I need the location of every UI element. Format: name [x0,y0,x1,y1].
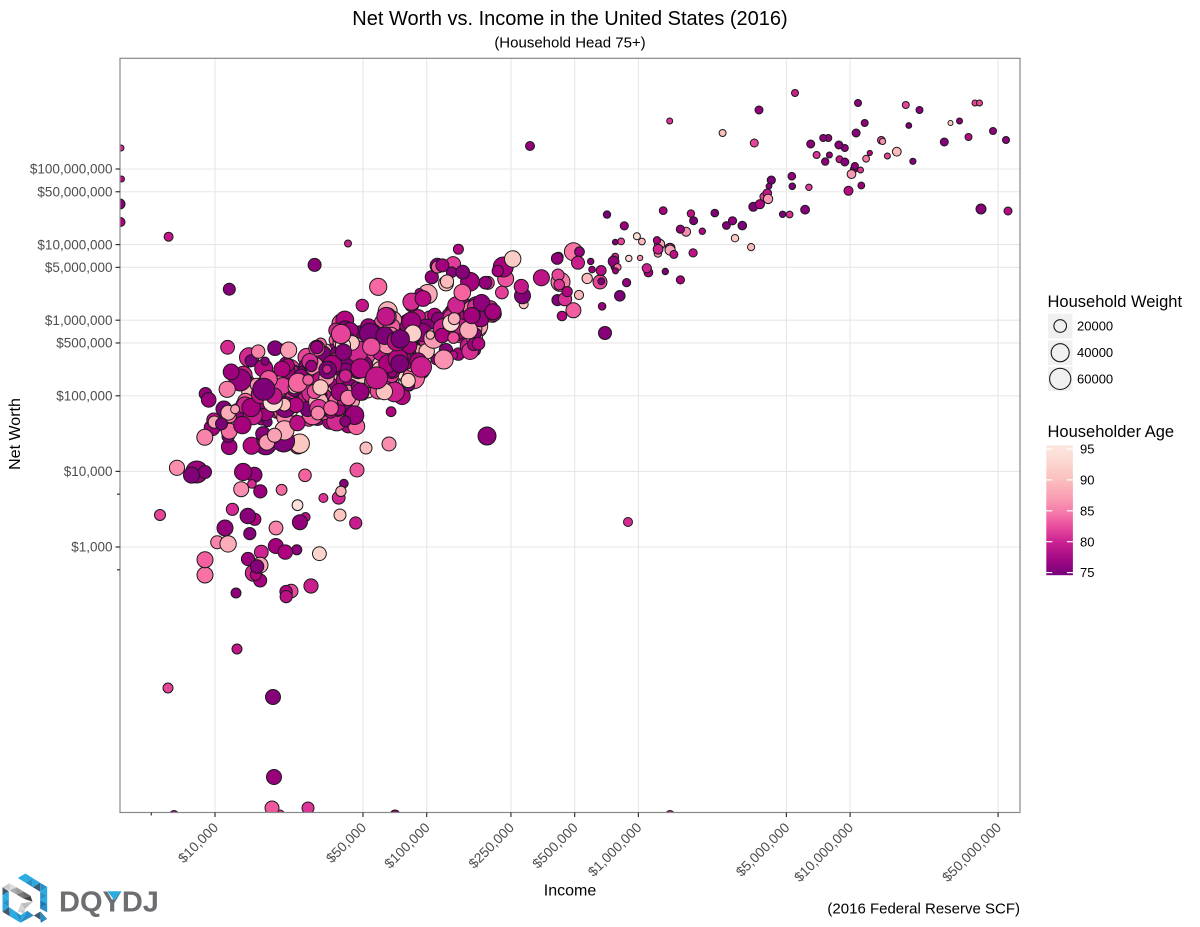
svg-text:95: 95 [1080,442,1094,457]
svg-text:80: 80 [1080,534,1094,549]
svg-text:$50,000: $50,000 [323,820,369,866]
svg-text:Income: Income [544,883,597,900]
svg-text:Net Worth vs. Income in the Un: Net Worth vs. Income in the United State… [352,8,787,30]
svg-text:75: 75 [1080,565,1094,580]
svg-text:$50,000,000: $50,000,000 [37,185,112,200]
svg-text:85: 85 [1080,503,1094,518]
svg-text:(2016 Federal Reserve SCF): (2016 Federal Reserve SCF) [827,901,1020,918]
svg-text:$10,000,000: $10,000,000 [37,237,112,252]
svg-text:$100,000: $100,000 [382,820,434,872]
svg-text:$5,000,000: $5,000,000 [733,820,793,880]
svg-text:(Household Head 75+): (Household Head 75+) [494,35,645,52]
svg-text:$5,000,000: $5,000,000 [45,260,113,275]
svg-text:90: 90 [1080,473,1094,488]
svg-text:$10,000: $10,000 [64,464,113,479]
svg-text:Household Weight: Household Weight [1048,293,1183,311]
svg-text:$10,000,000: $10,000,000 [791,820,856,885]
svg-text:Net Worth: Net Worth [7,398,24,470]
svg-text:$1,000,000: $1,000,000 [45,313,113,328]
svg-text:$1,000,000: $1,000,000 [585,820,645,880]
svg-text:$50,000,000: $50,000,000 [939,820,1004,885]
svg-text:$100,000: $100,000 [56,389,112,404]
svg-text:$100,000,000: $100,000,000 [30,162,113,177]
svg-text:40000: 40000 [1077,345,1113,360]
svg-text:60000: 60000 [1077,371,1113,386]
svg-text:$500,000: $500,000 [56,336,112,351]
svg-text:20000: 20000 [1077,319,1113,334]
svg-text:$1,000: $1,000 [71,540,112,555]
svg-text:$250,000: $250,000 [466,820,518,872]
svg-text:Householder Age: Householder Age [1048,423,1175,441]
svg-text:$500,000: $500,000 [530,820,582,872]
svg-text:$10,000: $10,000 [175,820,221,866]
